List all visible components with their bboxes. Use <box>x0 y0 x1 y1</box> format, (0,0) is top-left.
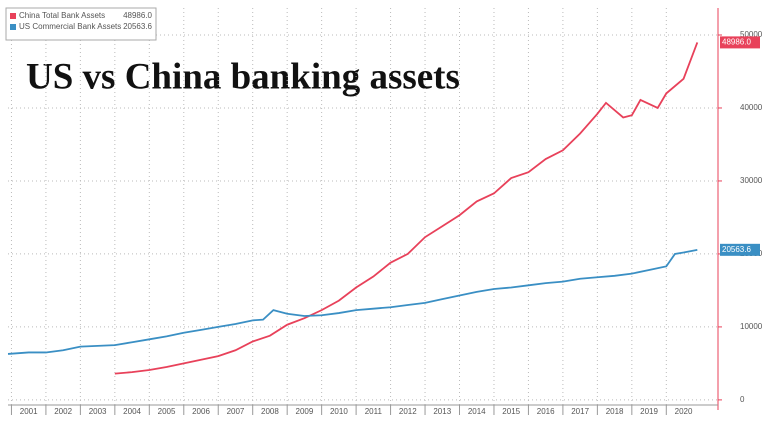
x-tick-label: 2018 <box>606 407 624 416</box>
legend-box <box>5 7 157 41</box>
x-tick-label: 2020 <box>675 407 693 416</box>
x-tick-label: 2003 <box>89 407 107 416</box>
x-tick-label: 2014 <box>468 407 486 416</box>
legend-swatch <box>10 13 16 19</box>
x-tick-label: 2009 <box>296 407 314 416</box>
series-line <box>114 42 699 375</box>
value-label-box <box>720 36 760 49</box>
x-tick-label: 2007 <box>227 407 245 416</box>
x-tick-label: 2008 <box>261 407 279 416</box>
y-tick-label: 10000 <box>740 322 763 331</box>
x-tick-label: 2002 <box>54 407 72 416</box>
legend-label: US Commercial Bank Assets <box>19 22 121 31</box>
legend-swatch <box>10 24 16 30</box>
x-tick-label: 2004 <box>123 407 141 416</box>
series-line <box>7 248 698 355</box>
legend-value: 20563.6 <box>123 22 152 31</box>
x-tick-label: 2005 <box>158 407 176 416</box>
x-tick-label: 2006 <box>192 407 210 416</box>
x-tick-label: 2001 <box>20 407 38 416</box>
x-tick-label: 2019 <box>640 407 658 416</box>
x-tick-label: 2016 <box>537 407 555 416</box>
value-label: 48986.0 <box>722 38 751 47</box>
x-tick-label: 2015 <box>502 407 520 416</box>
y-tick-label: 40000 <box>740 103 763 112</box>
y-tick-label: 0 <box>740 395 745 404</box>
x-tick-label: 2017 <box>571 407 589 416</box>
value-label-box <box>720 243 760 256</box>
x-tick-label: 2011 <box>365 407 383 416</box>
y-tick-label: 30000 <box>740 176 763 185</box>
x-tick-label: 2010 <box>330 407 348 416</box>
y-tick-label: 50000 <box>740 30 763 39</box>
legend-value: 48986.0 <box>123 11 152 20</box>
legend-label: China Total Bank Assets <box>19 11 105 20</box>
x-tick-label: 2013 <box>433 407 451 416</box>
x-tick-label: 2012 <box>399 407 417 416</box>
value-label: 20563.6 <box>722 245 751 254</box>
legend: China Total Bank Assets 48986.0US Commerc… <box>5 7 157 41</box>
chart-title: US vs China banking assets <box>26 56 460 97</box>
